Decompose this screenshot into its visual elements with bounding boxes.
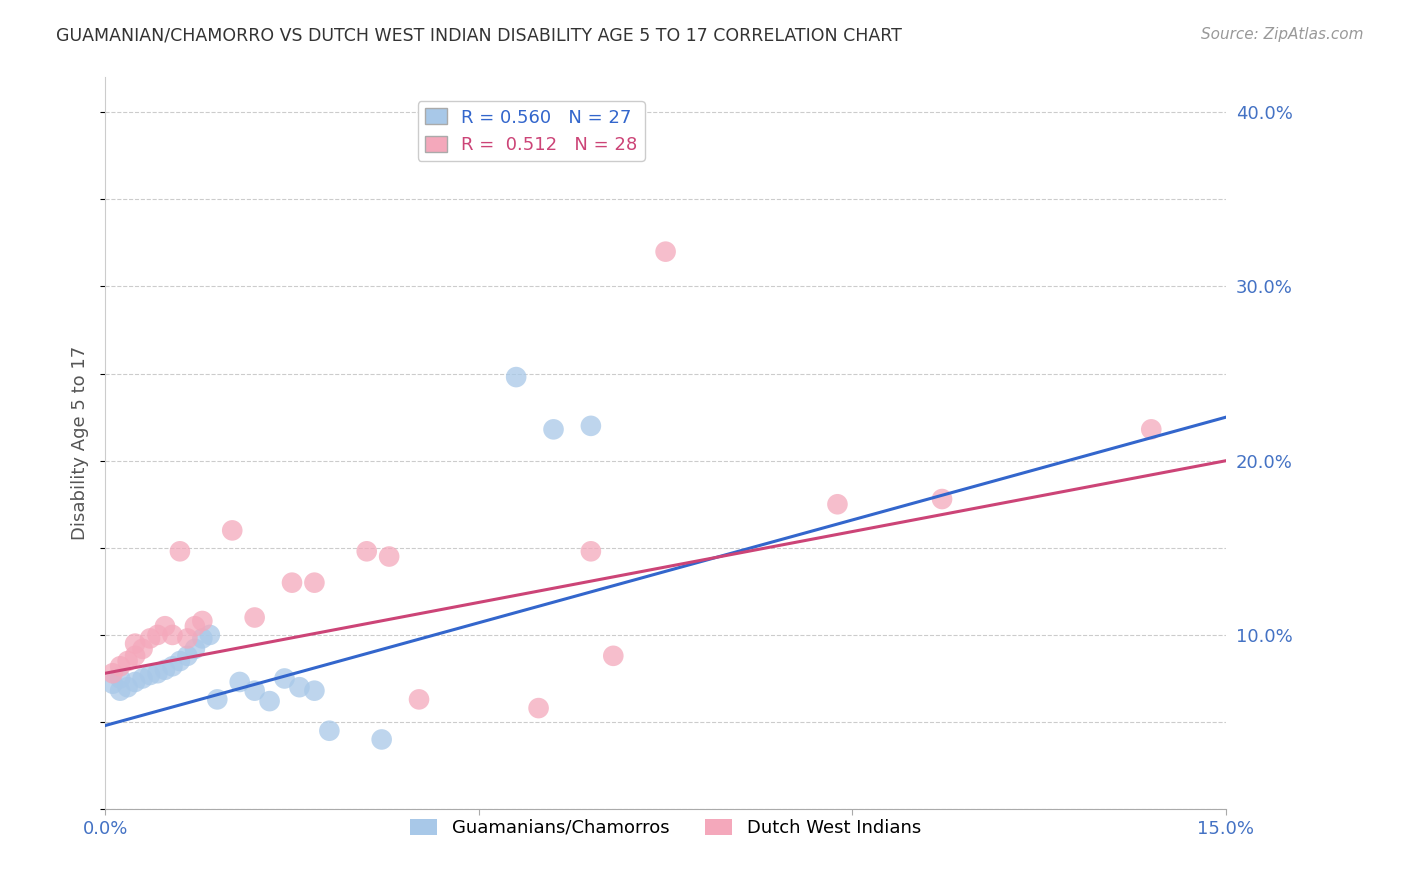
Point: [408, 692, 430, 706]
Point: [101, 676, 124, 690]
Point: [153, 619, 176, 633]
Point: [139, 668, 162, 682]
Text: Source: ZipAtlas.com: Source: ZipAtlas.com: [1201, 27, 1364, 42]
Point: [191, 614, 214, 628]
Point: [931, 491, 953, 506]
Point: [505, 370, 527, 384]
Point: [108, 683, 131, 698]
Point: [579, 544, 602, 558]
Point: [827, 497, 849, 511]
Point: [221, 524, 243, 538]
Point: [184, 619, 207, 633]
Y-axis label: Disability Age 5 to 17: Disability Age 5 to 17: [72, 346, 89, 541]
Point: [101, 666, 124, 681]
Point: [356, 544, 378, 558]
Point: [304, 683, 326, 698]
Point: [378, 549, 401, 564]
Point: [281, 575, 304, 590]
Point: [124, 648, 146, 663]
Point: [117, 680, 139, 694]
Point: [184, 641, 207, 656]
Point: [191, 632, 214, 646]
Point: [654, 244, 676, 259]
Point: [527, 701, 550, 715]
Legend: Guamanians/Chamorros, Dutch West Indians: Guamanians/Chamorros, Dutch West Indians: [404, 812, 928, 844]
Point: [243, 683, 266, 698]
Point: [579, 418, 602, 433]
Point: [117, 654, 139, 668]
Point: [146, 666, 169, 681]
Point: [131, 641, 153, 656]
Point: [228, 675, 250, 690]
Point: [198, 628, 221, 642]
Point: [273, 672, 295, 686]
Point: [602, 648, 624, 663]
Point: [318, 723, 340, 738]
Point: [259, 694, 281, 708]
Point: [162, 659, 184, 673]
Point: [243, 610, 266, 624]
Point: [108, 659, 131, 673]
Point: [124, 675, 146, 690]
Point: [169, 544, 191, 558]
Point: [139, 632, 162, 646]
Point: [176, 648, 198, 663]
Point: [176, 632, 198, 646]
Point: [288, 680, 311, 694]
Point: [370, 732, 392, 747]
Point: [169, 654, 191, 668]
Text: GUAMANIAN/CHAMORRO VS DUTCH WEST INDIAN DISABILITY AGE 5 TO 17 CORRELATION CHART: GUAMANIAN/CHAMORRO VS DUTCH WEST INDIAN …: [56, 27, 903, 45]
Point: [153, 663, 176, 677]
Point: [131, 672, 153, 686]
Point: [543, 422, 565, 436]
Point: [124, 637, 146, 651]
Point: [108, 672, 131, 686]
Point: [304, 575, 326, 590]
Point: [162, 628, 184, 642]
Point: [1140, 422, 1163, 436]
Point: [207, 692, 229, 706]
Point: [146, 628, 169, 642]
